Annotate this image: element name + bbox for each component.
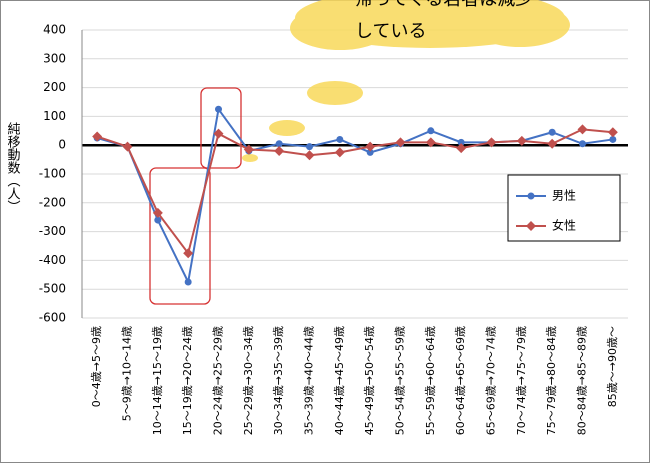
y-axis-label: 純移動数（人） bbox=[5, 122, 21, 213]
x-tick-label: 25～29歳→30～34歳 bbox=[242, 326, 255, 435]
legend-box bbox=[507, 174, 621, 242]
cloud bbox=[242, 0, 570, 162]
point bbox=[366, 148, 374, 156]
x-tick-label: 85歳～→90歳～ bbox=[606, 326, 619, 407]
point bbox=[486, 137, 497, 148]
x-tick-label: 5～9歳→10～14歳 bbox=[121, 326, 134, 421]
x-tick-label: 50～54歳→55～59歳 bbox=[394, 326, 407, 435]
annotation: 帰ってくる若者は減少 bbox=[355, 0, 533, 10]
legend-label: 男性 bbox=[552, 189, 576, 203]
point bbox=[516, 135, 527, 146]
x-tick-label: 15～19歳→20～24歳 bbox=[181, 326, 194, 435]
point bbox=[122, 141, 133, 152]
x-tick-label: 65～69歳→70～74歳 bbox=[485, 326, 498, 435]
point bbox=[152, 207, 163, 218]
x-tick-label: 70～74歳→75～79歳 bbox=[515, 326, 528, 435]
point bbox=[274, 145, 285, 156]
series-line bbox=[96, 106, 613, 286]
point bbox=[275, 140, 283, 148]
point bbox=[547, 138, 558, 149]
y-tick-label: 300 bbox=[43, 51, 66, 65]
y-tick-label: -600 bbox=[39, 311, 66, 325]
x-tick-label: 80～84歳→85～89歳 bbox=[576, 326, 589, 435]
x-tick-label: 45～49歳→50～54歳 bbox=[363, 326, 376, 435]
point bbox=[579, 140, 586, 148]
y-tick-label: 200 bbox=[43, 80, 66, 94]
y-tick-label: 100 bbox=[43, 109, 66, 123]
x-tick-label: 10～14歳→15～19歳 bbox=[151, 326, 164, 435]
y-tick-label: -400 bbox=[39, 253, 66, 267]
legend-marker bbox=[527, 192, 535, 200]
point bbox=[427, 127, 435, 135]
point bbox=[548, 128, 556, 136]
legend-label: 女性 bbox=[552, 218, 576, 233]
point bbox=[154, 216, 162, 224]
point bbox=[365, 141, 376, 152]
y-tick-label: -200 bbox=[39, 195, 66, 209]
x-tick-label: 75～79歳→80～84歳 bbox=[545, 326, 558, 435]
point bbox=[184, 278, 192, 286]
point bbox=[395, 137, 406, 148]
point bbox=[304, 150, 315, 161]
x-tick-label: 20～24歳→25～29歳 bbox=[212, 326, 225, 435]
y-tick-label: -500 bbox=[39, 282, 66, 296]
legend-marker bbox=[526, 221, 536, 231]
x-tick-label: 30～34歳→35～39歳 bbox=[272, 326, 285, 435]
x-tick-label: 0～4歳→5～9歳 bbox=[90, 326, 103, 407]
x-tick-label: 60～64歳→65～69歳 bbox=[454, 326, 467, 435]
series-line bbox=[96, 128, 613, 256]
point bbox=[607, 127, 618, 138]
point bbox=[457, 138, 465, 146]
point bbox=[577, 124, 588, 135]
point bbox=[609, 135, 617, 143]
point bbox=[306, 143, 313, 151]
y-tick-label: 0 bbox=[58, 138, 66, 152]
x-tick-label: 35～39歳→40～44歳 bbox=[303, 326, 316, 435]
point bbox=[334, 147, 345, 158]
point bbox=[213, 128, 224, 139]
point bbox=[243, 144, 254, 155]
highlight bbox=[149, 87, 242, 305]
x-tick-label: 55～59歳→60～64歳 bbox=[424, 326, 437, 435]
point bbox=[425, 137, 436, 148]
point bbox=[336, 135, 344, 143]
y-tick-label: 400 bbox=[43, 23, 66, 37]
y-tick-label: -100 bbox=[39, 167, 66, 181]
annotation: している bbox=[355, 21, 426, 42]
point bbox=[183, 248, 194, 259]
y-tick-label: -300 bbox=[39, 224, 66, 238]
point bbox=[92, 131, 103, 142]
x-tick-label: 40～44歳→45～49歳 bbox=[333, 326, 346, 435]
point bbox=[215, 105, 222, 113]
point bbox=[456, 143, 467, 154]
